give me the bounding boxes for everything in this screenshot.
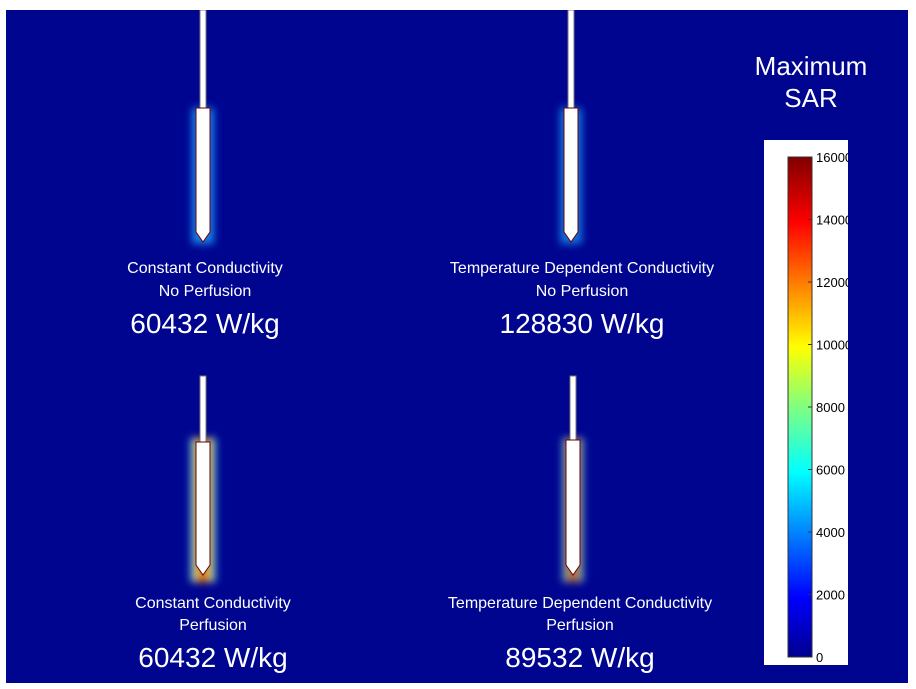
tick-label: 8000 [816,400,845,415]
colorbar-title: Maximum SAR [754,51,868,113]
max-sar: 128830 W/kg [499,308,665,339]
tick-label: 16000 [816,150,848,165]
probes [190,10,584,582]
max-sar: 60432 W/kg [138,642,288,673]
colorbar-box: 0 2000 4000 6000 8000 10000 12000 14000 16000 [764,140,852,665]
perfusion: Perfusion [179,617,247,634]
perfusion: No Perfusion [158,283,252,300]
condition: Temperature Dependent Conductivity [447,595,713,612]
condition: Temperature Dependent Conductivity [449,260,715,277]
condition: Constant Conductivity [127,260,283,277]
figure: Constant Conductivity No Perfusion 60432… [6,10,908,683]
probe [562,375,584,582]
probe [192,10,214,244]
max-sar: 89532 W/kg [505,642,655,673]
colorbar: 0 2000 4000 6000 8000 10000 12000 14000 16000 [787,150,852,665]
probe [560,10,582,244]
tick-label: 6000 [816,463,845,478]
tick-label: 0 [816,650,823,665]
tick-label: 12000 [816,275,848,290]
tick-label: 4000 [816,525,845,540]
probe [190,375,216,582]
max-sar: 60432 W/kg [130,308,280,339]
tick-label: 14000 [816,213,848,228]
tick-label: 2000 [816,588,845,603]
perfusion: Perfusion [546,617,614,634]
condition: Constant Conductivity [135,595,291,612]
perfusion: No Perfusion [535,283,629,300]
tick-label: 10000 [816,338,848,353]
